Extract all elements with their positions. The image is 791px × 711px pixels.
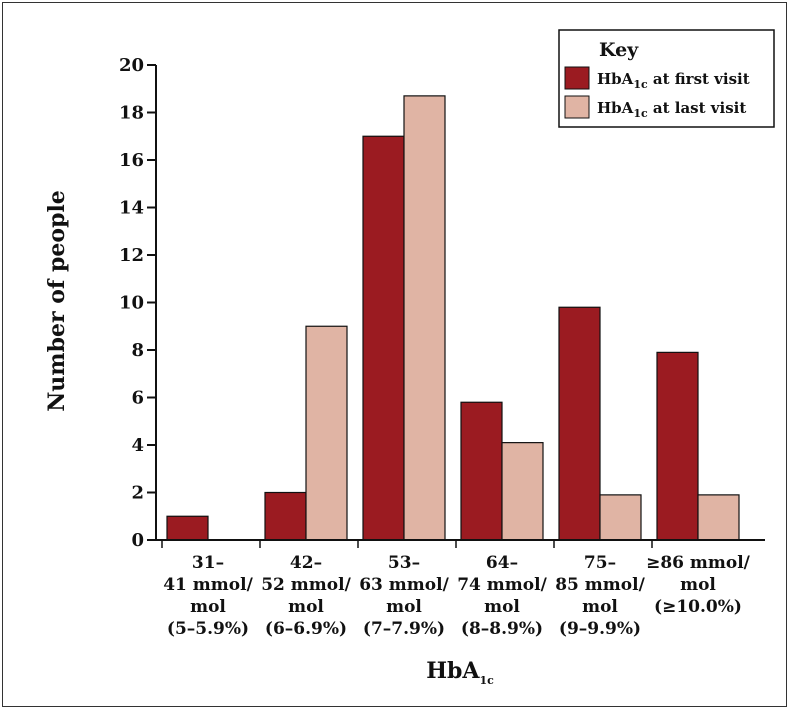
legend-label-first-visit: HbA1c at first visit bbox=[597, 70, 750, 91]
x-category-label: 64– bbox=[486, 553, 518, 573]
y-ticks-group: 0 2 4 6 8 10 12 14 16 18 20 bbox=[119, 55, 156, 551]
x-category-label: mol bbox=[582, 597, 618, 617]
x-category-label: 63 mmol/ bbox=[359, 575, 449, 595]
bar-series2-cat4 bbox=[501, 442, 544, 541]
x-category-label: mol bbox=[680, 575, 716, 595]
x-category-label: mol bbox=[386, 597, 422, 617]
legend-label-last-visit: HbA1c at last visit bbox=[597, 99, 746, 120]
x-category-label: 52 mmol/ bbox=[261, 575, 351, 595]
y-tick-label: 6 bbox=[131, 388, 144, 409]
y-tick-label: 0 bbox=[131, 530, 144, 551]
x-category-label: 85 mmol/ bbox=[555, 575, 645, 595]
y-tick-label: 16 bbox=[119, 150, 144, 171]
x-category-label: (8–8.9%) bbox=[461, 619, 543, 639]
bar-series2-cat3 bbox=[403, 95, 446, 541]
legend-last-suffix: at last visit bbox=[648, 99, 747, 117]
legend-box bbox=[558, 29, 775, 128]
y-tick-label: 10 bbox=[119, 293, 144, 314]
legend-swatch-first-visit bbox=[564, 66, 590, 90]
y-tick-label: 14 bbox=[119, 198, 144, 219]
x-category-label: (5–5.9%) bbox=[167, 619, 249, 639]
bar-series1-cat6 bbox=[656, 351, 699, 541]
bar-series1-cat5 bbox=[558, 306, 601, 541]
legend: Key HbA1c at first visit HbA1c at last v… bbox=[558, 29, 775, 128]
legend-swatch-last-visit bbox=[564, 95, 590, 119]
y-tick-label: 12 bbox=[119, 245, 144, 266]
bars-group bbox=[166, 95, 740, 541]
y-tick-label: 8 bbox=[131, 340, 144, 361]
x-category-label: (7–7.9%) bbox=[363, 619, 445, 639]
x-axis-title-main: HbA bbox=[426, 658, 480, 684]
legend-first-suffix: at first visit bbox=[648, 70, 750, 88]
x-axis-title: HbA1c bbox=[426, 658, 494, 687]
y-tick-label: 4 bbox=[131, 435, 144, 456]
x-category-label: (≥10.0%) bbox=[654, 597, 742, 617]
x-categories-group: 31–41 mmol/mol(5–5.9%)42–52 mmol/mol(6–6… bbox=[161, 540, 751, 639]
bar-series2-cat6 bbox=[697, 494, 740, 541]
x-category-label: mol bbox=[288, 597, 324, 617]
bar-series1-cat1 bbox=[166, 515, 209, 541]
x-category-label: 42– bbox=[290, 553, 322, 573]
y-axis-title: Number of people bbox=[44, 190, 70, 412]
x-axis-title-sub: 1c bbox=[479, 674, 494, 687]
bar-series1-cat4 bbox=[460, 401, 503, 541]
legend-first-prefix: HbA bbox=[597, 70, 634, 88]
y-tick-label: 2 bbox=[131, 483, 144, 504]
legend-first-sub: 1c bbox=[633, 78, 648, 91]
bar-series2-cat2 bbox=[305, 325, 348, 541]
bar-series2-cat5 bbox=[599, 494, 642, 541]
legend-last-sub: 1c bbox=[633, 107, 648, 120]
x-category-label: mol bbox=[484, 597, 520, 617]
bar-series1-cat3 bbox=[362, 135, 405, 541]
x-category-label: 41 mmol/ bbox=[163, 575, 253, 595]
x-category-label: 75– bbox=[584, 553, 616, 573]
x-category-label: 74 mmol/ bbox=[457, 575, 547, 595]
x-category-label: ≥86 mmol/ bbox=[646, 553, 751, 573]
legend-title: Key bbox=[599, 39, 639, 61]
y-tick-label: 18 bbox=[119, 103, 144, 124]
x-category-label: (9–9.9%) bbox=[559, 619, 641, 639]
y-tick-label: 20 bbox=[119, 55, 144, 76]
x-category-label: 31– bbox=[192, 553, 224, 573]
x-category-label: mol bbox=[190, 597, 226, 617]
legend-last-prefix: HbA bbox=[597, 99, 634, 117]
bar-series1-cat2 bbox=[264, 491, 307, 541]
x-category-label: (6–6.9%) bbox=[265, 619, 347, 639]
x-category-label: 53– bbox=[388, 553, 420, 573]
